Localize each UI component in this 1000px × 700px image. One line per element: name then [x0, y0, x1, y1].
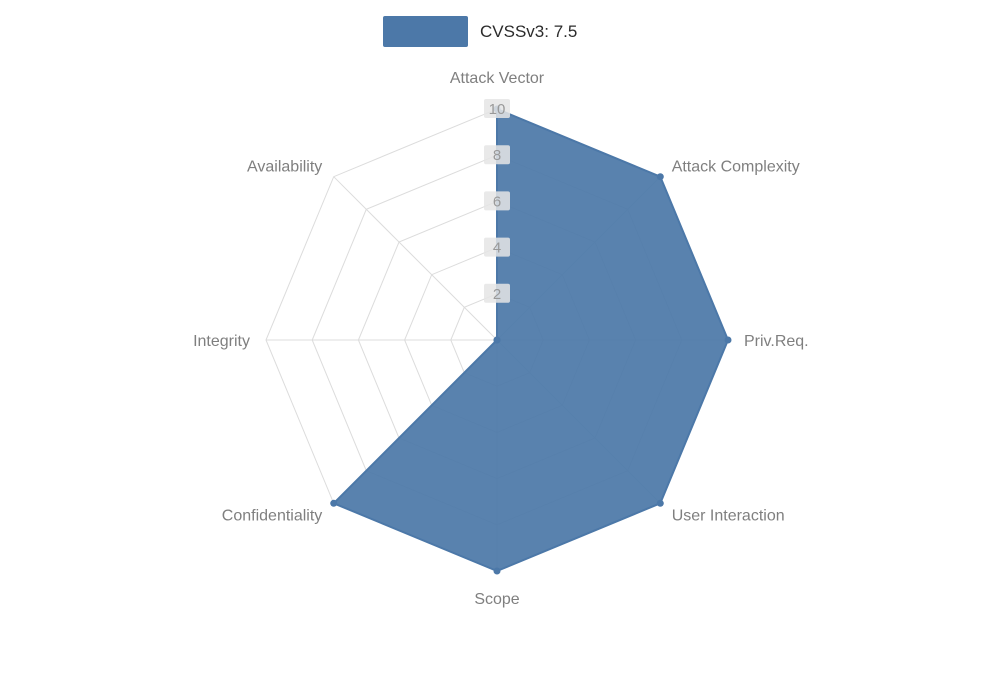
legend-swatch	[383, 16, 468, 47]
radar-data-point[interactable]	[724, 336, 732, 344]
radar-tick-label: 4	[493, 240, 501, 257]
radar-tick-bg	[484, 99, 510, 118]
radar-data-point[interactable]	[330, 499, 338, 507]
radar-axis-label-attack-complexity: Attack Complexity	[672, 158, 800, 175]
radar-tick-bg	[484, 145, 510, 165]
radar-data-point[interactable]	[493, 336, 501, 344]
radar-tick-label: 2	[493, 286, 501, 303]
radar-axis-label-user-interaction: User Interaction	[672, 508, 785, 525]
legend-item-cvssv3[interactable]: CVSSv3: 7.5	[383, 16, 577, 47]
radar-axis-label-confidentiality: Confidentiality	[222, 508, 323, 525]
legend-label: CVSSv3: 7.5	[480, 22, 578, 41]
radar-axis-label-integrity: Integrity	[193, 333, 250, 350]
radar-tick-bg	[484, 283, 510, 303]
radar-data-point[interactable]	[656, 173, 664, 181]
radar-data-point[interactable]	[656, 499, 664, 507]
radar-tick-label: 6	[493, 193, 501, 210]
radar-tick-bg	[484, 237, 510, 257]
radar-series-area[interactable]	[332, 108, 729, 572]
radar-tick-label: 8	[493, 147, 501, 164]
radar-axis-label-availability: Availability	[247, 158, 322, 175]
radar-axis-label-attack-vector: Attack Vector	[450, 70, 545, 87]
radar-data-point[interactable]	[493, 567, 501, 575]
radar-axis-label-priv-req: Priv.Req.	[744, 333, 809, 350]
radar-tick-bg	[484, 191, 510, 211]
radar-tick-label: 10	[489, 101, 506, 118]
radar-axis-label-scope: Scope	[474, 591, 519, 608]
radar-axis-line	[333, 176, 498, 341]
